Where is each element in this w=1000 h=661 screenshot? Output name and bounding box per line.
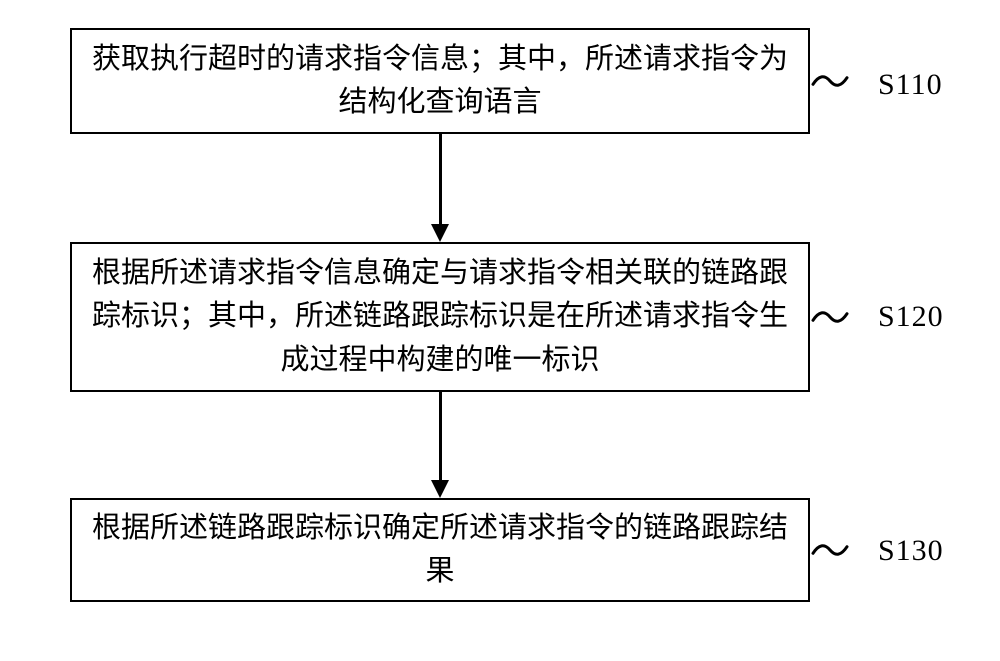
arrow-line: [439, 392, 442, 482]
step-label-s120: S120: [878, 300, 944, 334]
step-text: 根据所述请求指令信息确定与请求指令相关联的链路跟踪标识；其中，所述链路跟踪标识是…: [92, 252, 788, 383]
arrow-head-icon: [431, 224, 449, 242]
step-text: 根据所述链路跟踪标识确定所述请求指令的链路跟踪结果: [92, 507, 788, 594]
arrow-head-icon: [431, 480, 449, 498]
step-text: 获取执行超时的请求指令信息；其中，所述请求指令为结构化查询语言: [92, 38, 788, 125]
flowchart-canvas: 获取执行超时的请求指令信息；其中，所述请求指令为结构化查询语言 S110 根据所述请…: [0, 0, 1000, 661]
step-box-s120: 根据所述请求指令信息确定与请求指令相关联的链路跟踪标识；其中，所述链路跟踪标识是…: [70, 242, 810, 392]
step-label-s130: S130: [878, 534, 944, 568]
step-box-s130: 根据所述链路跟踪标识确定所述请求指令的链路跟踪结果: [70, 498, 810, 602]
step-label-s110: S110: [878, 68, 943, 102]
arrow-line: [439, 134, 442, 226]
step-box-s110: 获取执行超时的请求指令信息；其中，所述请求指令为结构化查询语言: [70, 28, 810, 134]
